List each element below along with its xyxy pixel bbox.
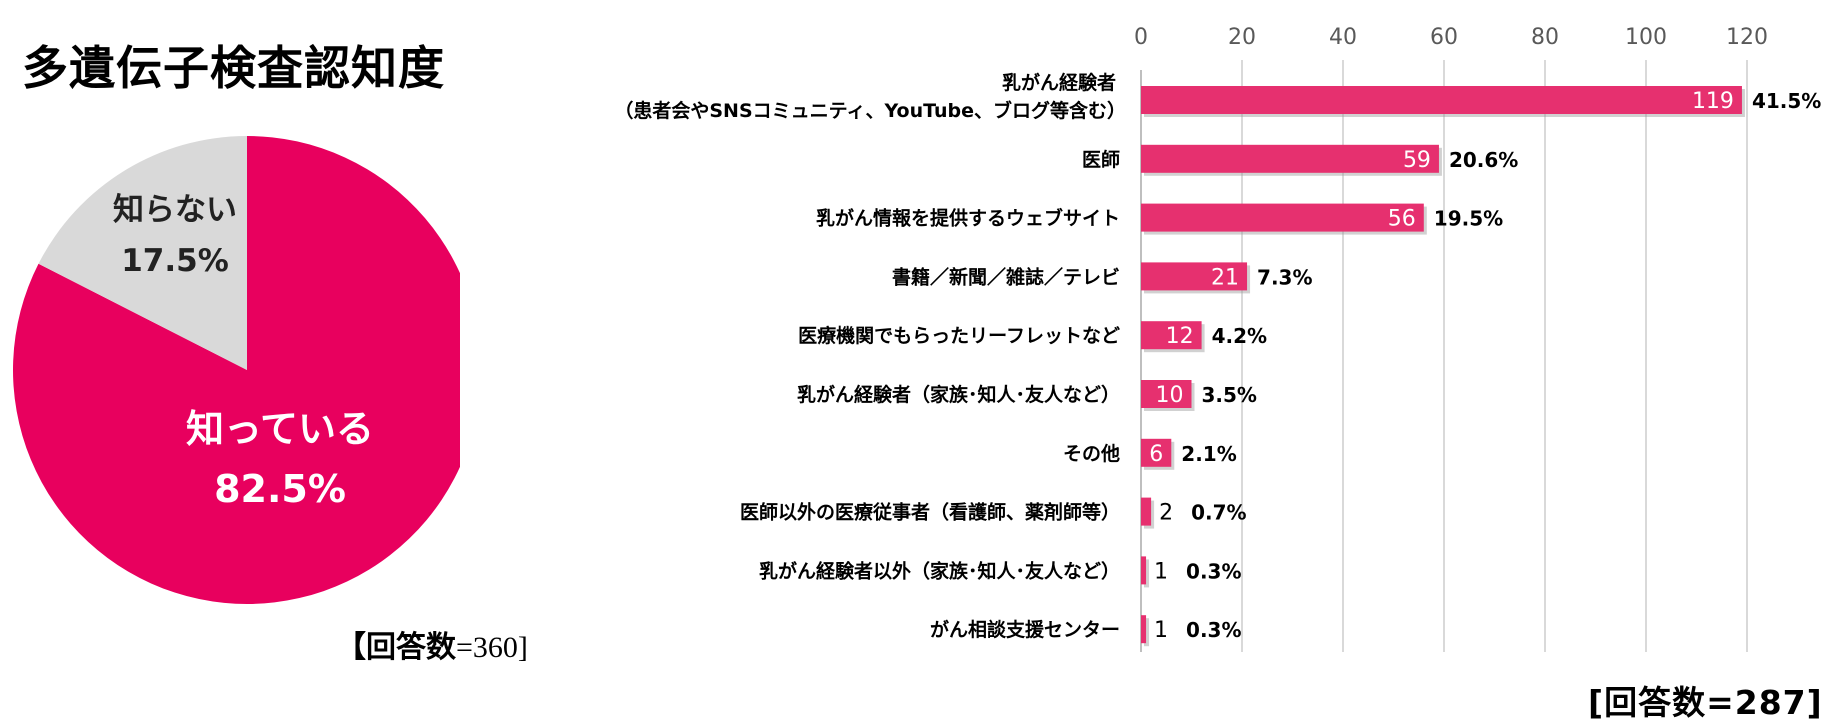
category-label: 書籍／新聞／雑誌／テレビ bbox=[892, 265, 1120, 288]
pie-chart bbox=[13, 136, 460, 604]
pie-percent-label: 17.5% bbox=[121, 243, 229, 279]
pie-category-label: 知っている bbox=[185, 407, 375, 451]
bar-shadow bbox=[1144, 618, 1150, 647]
x-tick-label: 60 bbox=[1430, 25, 1458, 50]
pie-slice-1 bbox=[38, 136, 248, 370]
pie-label-unknown: 知らない 17.5% bbox=[95, 195, 255, 277]
bar-percent-label: 20.6% bbox=[1449, 148, 1518, 172]
pie-percent-label: 82.5% bbox=[214, 467, 346, 511]
bar-percent-label: 4.2% bbox=[1212, 324, 1267, 348]
category-label: がん相談支援センター bbox=[930, 618, 1120, 641]
bar-value-label: 21 bbox=[1211, 265, 1239, 290]
bar-value-label: 12 bbox=[1166, 324, 1194, 349]
bar-percent-label: 41.5% bbox=[1752, 89, 1821, 113]
bar-percent-label: 2.1% bbox=[1181, 442, 1236, 466]
bar-value-label: 1 bbox=[1154, 559, 1168, 584]
x-tick-label: 0 bbox=[1134, 25, 1148, 50]
category-label-line2: （患者会やSNSコミュニティ、YouTube、ブログ等含む） bbox=[614, 99, 1126, 122]
n-label: 回答数 bbox=[366, 630, 456, 665]
bar-percent-label: 0.3% bbox=[1186, 559, 1241, 583]
bar-value-label: 56 bbox=[1388, 207, 1416, 232]
bar-8 bbox=[1141, 556, 1147, 585]
bar-2 bbox=[1141, 203, 1424, 232]
x-tick-label: 120 bbox=[1726, 25, 1768, 50]
bar-value-label: 119 bbox=[1692, 89, 1734, 114]
bar-9 bbox=[1141, 615, 1147, 644]
category-label: その他 bbox=[1063, 442, 1120, 465]
pie-label-known: 知っている 82.5% bbox=[140, 410, 420, 508]
x-tick-label: 100 bbox=[1625, 25, 1667, 50]
category-label: 医師 bbox=[1082, 148, 1120, 171]
bar-1 bbox=[1141, 144, 1439, 173]
category-label: 乳がん情報を提供するウェブサイト bbox=[816, 207, 1120, 230]
pie-slice-0 bbox=[13, 136, 460, 604]
category-label: 乳がん経験者以外（家族･知人･友人など） bbox=[759, 559, 1120, 582]
bar-percent-label: 7.3% bbox=[1257, 265, 1312, 289]
x-tick-label: 40 bbox=[1329, 25, 1357, 50]
bar-percent-label: 3.5% bbox=[1202, 383, 1257, 407]
bar-0 bbox=[1141, 86, 1742, 114]
category-label: 乳がん経験者 bbox=[1002, 71, 1116, 94]
bar-value-label: 6 bbox=[1149, 442, 1163, 467]
category-label: 医療機関でもらったリーフレットなど bbox=[798, 324, 1120, 347]
bar-percent-label: 0.3% bbox=[1186, 618, 1241, 642]
n-bracket-close: ] bbox=[517, 631, 528, 664]
category-label: 乳がん経験者（家族･知人･友人など） bbox=[797, 383, 1120, 406]
bar-5 bbox=[1141, 380, 1192, 408]
bar-percent-label: 19.5% bbox=[1434, 207, 1503, 231]
bar-6 bbox=[1141, 438, 1172, 467]
x-tick-label: 80 bbox=[1531, 25, 1559, 50]
n-bracket-open: 【 bbox=[336, 630, 366, 665]
bar-7 bbox=[1141, 497, 1152, 526]
x-tick-label: 20 bbox=[1228, 25, 1256, 50]
bar-value-label: 59 bbox=[1403, 148, 1431, 173]
category-label: 医師以外の医療従事者（看護師、薬剤師等） bbox=[740, 501, 1120, 524]
bar-4 bbox=[1141, 321, 1202, 350]
bar-3 bbox=[1141, 262, 1248, 291]
bar-value-label: 10 bbox=[1156, 383, 1184, 408]
bar-percent-label: 0.7% bbox=[1191, 501, 1246, 525]
bar-value-label: 1 bbox=[1154, 618, 1168, 643]
n-value: =360 bbox=[456, 631, 518, 664]
bar-shadow bbox=[1144, 559, 1150, 588]
bar-value-label: 2 bbox=[1159, 501, 1173, 526]
pie-respondent-count: 【回答数=360] bbox=[336, 622, 528, 666]
chart-title: 多遺伝子検査認知度 bbox=[22, 41, 445, 95]
pie-category-label: 知らない bbox=[113, 192, 237, 228]
bar-respondent-count: [回答数=287] bbox=[1588, 683, 1823, 722]
